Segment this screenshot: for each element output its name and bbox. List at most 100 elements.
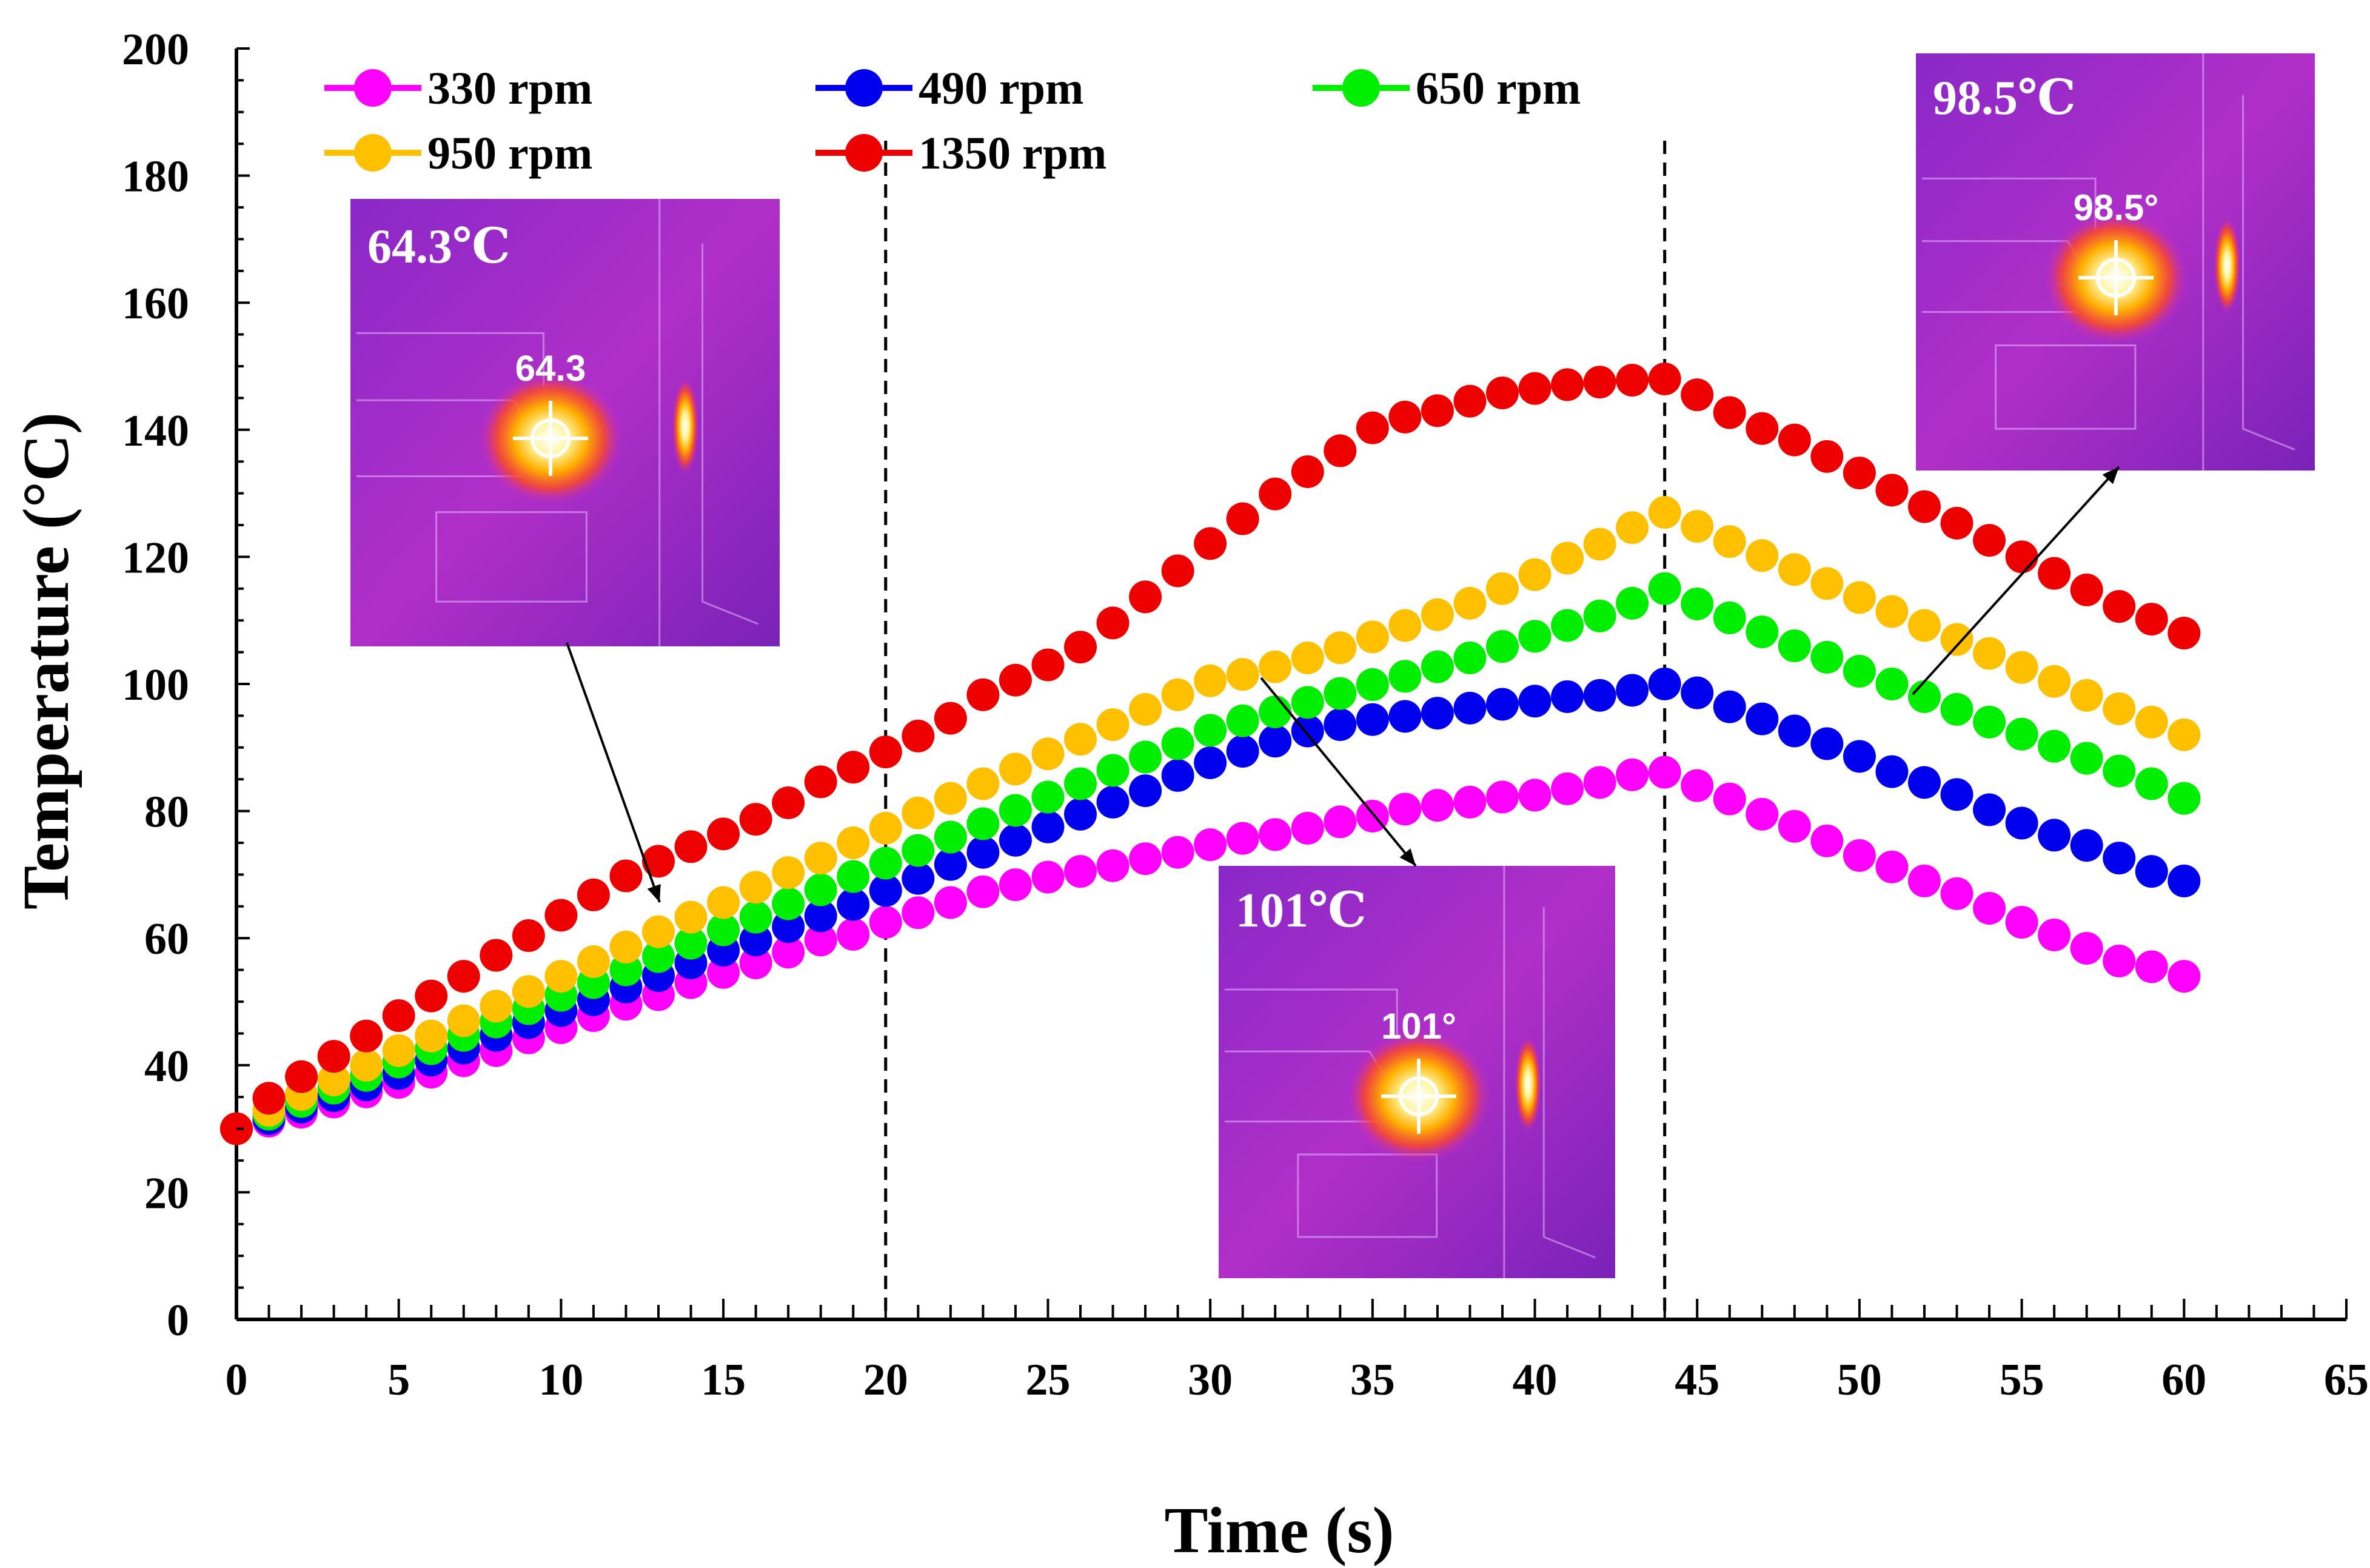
y-tick-label: 40 <box>144 1042 189 1091</box>
data-point <box>350 1019 383 1053</box>
thermal-label: 98.5℃ <box>1933 72 2076 125</box>
data-point <box>1518 558 1552 591</box>
data-point <box>544 960 578 993</box>
thermal-insets: 64.3 64.3℃ 101° 101℃ 98.5° 98.5℃ <box>350 53 2315 1278</box>
data-point <box>1551 541 1584 575</box>
data-point <box>2005 651 2038 684</box>
legend-marker <box>1342 69 1380 107</box>
y-tick-label: 20 <box>144 1168 189 1218</box>
data-point <box>1973 793 2006 826</box>
data-point <box>966 836 1000 869</box>
data-point <box>1908 766 1941 799</box>
data-point <box>902 834 935 867</box>
data-point <box>804 899 837 933</box>
data-point <box>642 845 675 878</box>
data-point <box>1129 842 1162 876</box>
data-point <box>1096 849 1130 882</box>
outline-path <box>1297 1153 1438 1238</box>
data-point <box>2135 603 2168 636</box>
data-point <box>1973 705 2006 739</box>
data-point <box>1746 539 1779 572</box>
data-point <box>1291 686 1324 719</box>
data-point <box>1291 455 1324 488</box>
data-point <box>966 875 1000 908</box>
legend-entry-650-rpm: 650 rpm <box>1313 63 1581 114</box>
data-point <box>1194 828 1227 862</box>
outline-path <box>357 332 545 387</box>
data-point <box>2070 931 2103 965</box>
data-point <box>1194 527 1227 560</box>
data-point <box>1681 587 1714 620</box>
data-point <box>1616 364 1649 397</box>
data-point <box>999 794 1032 827</box>
data-point <box>1453 586 1487 620</box>
legend-label: 650 rpm <box>1416 63 1581 114</box>
data-point <box>934 886 967 919</box>
data-point <box>382 999 415 1033</box>
data-point <box>739 923 772 957</box>
data-point <box>2103 590 2136 623</box>
x-tick-label: 25 <box>1025 1355 1070 1405</box>
data-point <box>2103 842 2136 875</box>
data-point <box>285 1060 318 1093</box>
leader-arrow-head <box>1399 848 1416 866</box>
data-point <box>1161 678 1194 711</box>
data-point <box>674 900 708 934</box>
data-point <box>1746 797 1779 831</box>
legend-marker <box>845 134 883 172</box>
legend-label: 950 rpm <box>427 128 592 179</box>
legend: 330 rpm 490 rpm 650 rpm 950 rpm 1350 rpm <box>324 63 1581 179</box>
data-point <box>1031 810 1065 843</box>
data-point <box>1908 609 1941 642</box>
data-point <box>1388 400 1422 434</box>
data-point <box>1356 668 1389 702</box>
data-point <box>1681 676 1714 709</box>
thermal-readout: 64.3 <box>515 348 586 389</box>
data-point <box>1583 528 1616 561</box>
data-point <box>1356 703 1389 736</box>
data-point <box>674 926 708 960</box>
crosshair-icon <box>1381 1059 1456 1134</box>
data-point <box>1194 746 1227 779</box>
x-tick-label: 35 <box>1350 1355 1395 1405</box>
outline-path <box>435 511 587 603</box>
data-point <box>1648 362 1681 395</box>
data-point <box>2167 718 2201 751</box>
data-point <box>1778 423 1811 457</box>
data-point <box>804 923 837 957</box>
data-point <box>1810 824 1844 857</box>
data-point <box>2005 717 2038 751</box>
data-point <box>2070 678 2103 712</box>
thermal-machine-outline <box>1225 866 1596 1278</box>
thermal-readout: 101° <box>1381 1006 1456 1047</box>
data-point <box>1421 650 1454 683</box>
data-point <box>1843 839 1876 872</box>
legend-marker <box>354 134 392 172</box>
data-point <box>1161 554 1194 588</box>
axis-ticks: 0 20 40 60 80 100 120 140 160 180 200 0 5 10 15 20 25 30 3… <box>122 25 2369 1405</box>
data-point <box>772 936 805 969</box>
data-point <box>1388 660 1422 693</box>
data-point <box>1064 767 1097 800</box>
data-point <box>2005 906 2038 939</box>
data-point <box>2005 540 2038 574</box>
data-point <box>1778 553 1811 586</box>
data-point <box>1713 396 1746 429</box>
data-point <box>1064 723 1097 756</box>
data-point <box>1648 496 1681 529</box>
data-point <box>2038 665 2071 698</box>
data-point <box>1324 677 1357 710</box>
data-point <box>1259 695 1292 729</box>
x-tick-label: 15 <box>701 1355 746 1405</box>
data-point <box>2135 767 2168 800</box>
data-point <box>837 888 870 921</box>
data-point <box>869 735 902 769</box>
data-point <box>1388 700 1422 733</box>
data-point <box>1746 615 1779 649</box>
data-point <box>1453 785 1487 819</box>
data-point <box>804 873 837 906</box>
data-point <box>1129 580 1162 614</box>
x-axis-title: Time (s) <box>1165 1495 1394 1567</box>
data-point <box>707 886 740 919</box>
